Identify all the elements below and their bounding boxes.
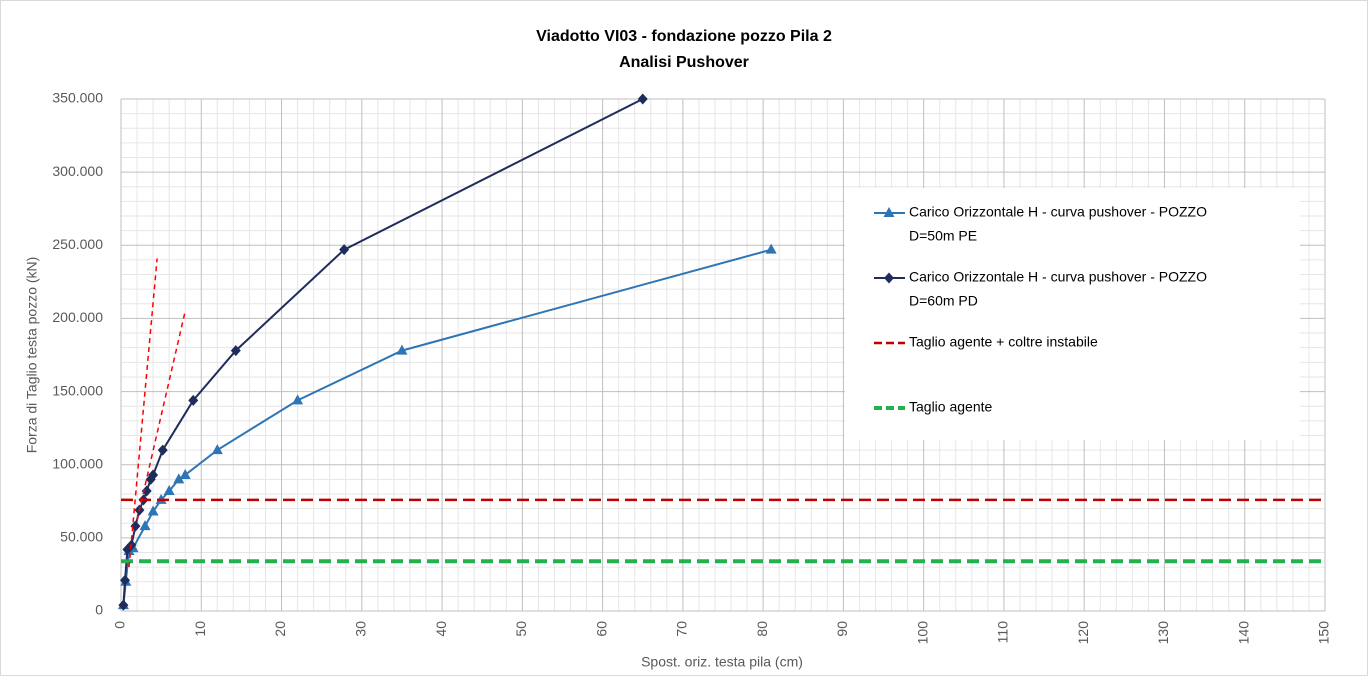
legend-marker xyxy=(883,207,895,217)
x-tick-label: 10 xyxy=(192,621,208,637)
legend-label: Carico Orizzontale H - curva pushover - … xyxy=(909,204,1207,220)
x-tick-label: 90 xyxy=(834,621,850,637)
legend-box xyxy=(845,188,1300,440)
chart-subtitle: Analisi Pushover xyxy=(619,54,749,71)
legend-label: Taglio agente + coltre instabile xyxy=(909,334,1098,350)
y-tick-label: 0 xyxy=(95,602,103,618)
data-point xyxy=(148,469,159,481)
x-tick-label: 20 xyxy=(272,621,288,637)
y-axis-label: Forza di Taglio testa pozzo (kN) xyxy=(24,257,40,454)
data-point xyxy=(163,485,175,496)
data-point xyxy=(173,473,185,484)
chart-title: Viadotto VI03 - fondazione pozzo Pila 2 xyxy=(536,28,832,45)
y-tick-label: 300.000 xyxy=(52,163,103,179)
x-tick-label: 50 xyxy=(513,621,529,637)
data-point xyxy=(339,244,350,256)
data-point xyxy=(637,93,648,105)
y-tick-label: 100.000 xyxy=(52,455,103,471)
legend-label: D=60m PD xyxy=(909,293,978,309)
x-axis-label: Spost. oriz. testa pila (cm) xyxy=(641,654,803,670)
x-tick-label: 140 xyxy=(1235,621,1251,645)
data-point xyxy=(396,344,408,355)
data-point xyxy=(765,243,777,254)
x-tick-label: 40 xyxy=(433,621,449,637)
legend-marker xyxy=(884,272,894,284)
data-point xyxy=(188,394,199,406)
x-tick-label: 30 xyxy=(353,621,369,637)
data-point xyxy=(122,544,133,556)
y-tick-label: 350.000 xyxy=(52,90,103,106)
data-point xyxy=(120,574,131,586)
data-point xyxy=(147,505,159,516)
data-point xyxy=(292,394,304,405)
data-point xyxy=(139,520,151,531)
data-point xyxy=(157,444,168,456)
legend-label: D=50m PE xyxy=(909,228,977,244)
data-point xyxy=(230,345,241,357)
y-tick-label: 250.000 xyxy=(52,236,103,252)
data-point xyxy=(141,485,152,497)
y-tick-label: 50.000 xyxy=(60,529,103,545)
series-line xyxy=(128,258,158,568)
data-point xyxy=(211,444,223,455)
x-tick-label: 150 xyxy=(1316,621,1332,645)
y-tick-label: 150.000 xyxy=(52,382,103,398)
x-tick-label: 80 xyxy=(754,621,770,637)
legend-label: Taglio agente xyxy=(909,399,993,415)
x-tick-label: 70 xyxy=(674,621,690,637)
y-tick-label: 200.000 xyxy=(52,309,103,325)
x-tick-label: 60 xyxy=(593,621,609,637)
x-tick-label: 120 xyxy=(1075,621,1091,645)
x-tick-label: 110 xyxy=(995,621,1011,644)
x-tick-label: 0 xyxy=(112,621,128,629)
legend-label: Carico Orizzontale H - curva pushover - … xyxy=(909,269,1207,285)
data-point xyxy=(179,468,191,479)
x-tick-label: 100 xyxy=(914,621,930,645)
data-point xyxy=(118,599,129,611)
x-tick-label: 130 xyxy=(1155,621,1171,645)
